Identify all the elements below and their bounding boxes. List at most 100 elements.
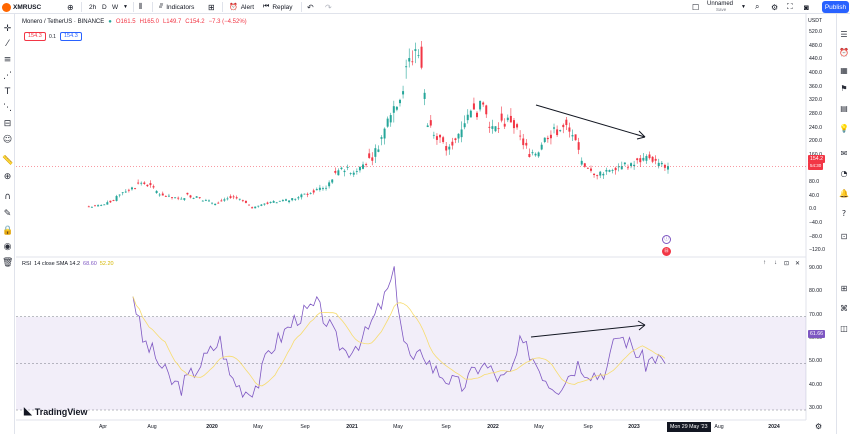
data-window-icon[interactable]: ▦	[840, 66, 848, 75]
candle-body	[248, 204, 251, 206]
layout-checkbox-icon[interactable]: ☐	[692, 2, 700, 12]
event-marker-icon[interactable]: ⓘ	[662, 235, 671, 244]
alerts-icon[interactable]: ⏰	[839, 48, 849, 57]
chat-icon[interactable]: ✉	[840, 149, 848, 158]
visibility-icon[interactable]: ◉	[3, 242, 12, 252]
candle-body	[460, 129, 463, 138]
spread-value: 0.1	[49, 34, 56, 40]
screener-icon[interactable]: ⌘	[840, 304, 848, 313]
measure-range-icon[interactable]: ⊟	[3, 119, 12, 129]
price-tick: 80.0	[809, 179, 820, 186]
candle-body	[288, 200, 291, 203]
tradingview-logo[interactable]: ◣ TradingView	[24, 406, 88, 417]
help-icon[interactable]: ?	[841, 209, 847, 218]
time-tick: 2024	[768, 424, 780, 430]
text-tool-icon[interactable]: T	[4, 87, 11, 97]
ruler-icon[interactable]: 📏	[2, 156, 14, 166]
dom-icon[interactable]: ⊡	[840, 232, 848, 241]
replay-button[interactable]: ⏮ Replay	[263, 0, 293, 14]
candle-body	[534, 153, 537, 156]
candle-body	[278, 200, 281, 202]
time-tick: May	[253, 424, 263, 430]
prediction-icon[interactable]: ⋱	[3, 103, 12, 113]
alert-button[interactable]: ⏰ Alert	[229, 0, 254, 14]
candle-body	[654, 158, 657, 161]
fullscreen-icon[interactable]: ⛶	[787, 2, 793, 11]
rsi-band	[16, 316, 806, 410]
add-symbol-icon[interactable]: ⊕	[67, 2, 74, 12]
candle-body	[556, 129, 559, 136]
candle-style-icon[interactable]: ⫴	[139, 2, 143, 11]
candle-body	[633, 164, 636, 167]
pane-maximize-icon[interactable]: ⊡	[784, 261, 790, 267]
calendar-icon[interactable]: ▤	[840, 104, 848, 113]
indicators-button[interactable]: ⫻ Indicators	[159, 0, 194, 14]
zoom-in-icon[interactable]: ⊕	[3, 172, 12, 182]
ideas-icon[interactable]: 💡	[839, 124, 849, 133]
trash-icon[interactable]: 🗑	[2, 258, 14, 268]
candle-body	[568, 127, 571, 132]
indicators-label: Indicators	[166, 3, 195, 11]
candle-body	[171, 197, 174, 199]
candle-body	[161, 193, 164, 196]
fib-retracement-icon[interactable]: ≡	[3, 55, 12, 65]
templates-icon[interactable]: ⊞	[208, 2, 215, 12]
pattern-icon[interactable]: ⋰	[3, 71, 12, 81]
crosshair-icon[interactable]: ✛	[3, 24, 12, 34]
settings-icon[interactable]: ⚙	[771, 2, 779, 12]
stay-drawing-icon[interactable]: ✎	[3, 209, 12, 219]
price-tick: −120.0	[809, 247, 826, 254]
candle-body	[605, 169, 608, 172]
streams-icon[interactable]: ◔	[840, 169, 848, 178]
dividend-marker-icon[interactable]: ⊟	[662, 247, 671, 256]
pane-move-up-icon[interactable]: ↑	[763, 260, 766, 266]
trend-line-icon[interactable]: ⁄	[6, 39, 9, 49]
candle-body	[334, 170, 337, 173]
symbol-search[interactable]: XMRUSC	[2, 0, 41, 14]
notifications-icon[interactable]: 🔔	[839, 189, 849, 198]
pane-move-down-icon[interactable]: ↓	[774, 260, 777, 266]
buy-price-box[interactable]: 154.3	[60, 32, 82, 41]
hotlists-icon[interactable]: ⚑	[840, 84, 848, 93]
interval-w[interactable]: W	[112, 3, 119, 11]
object-tree-icon[interactable]: ⊞	[840, 284, 848, 293]
layout-name[interactable]: Unnamed Save	[707, 0, 733, 14]
candle-body	[223, 199, 226, 201]
axis-settings-icon[interactable]: ⚙	[815, 422, 823, 431]
candle-body	[257, 205, 260, 207]
publish-button[interactable]: Publish	[822, 1, 849, 13]
pane-close-icon[interactable]: ✕	[795, 261, 801, 267]
interval-dropdown-icon[interactable]: ▼	[123, 4, 128, 10]
lock-icon[interactable]: 🔒	[2, 226, 14, 236]
candle-body	[112, 200, 115, 202]
camera-icon[interactable]: ◙	[804, 2, 809, 12]
price-tick: 480.0	[809, 42, 822, 49]
candle-body	[87, 206, 90, 208]
candle-body	[623, 162, 626, 165]
symbol-label: XMRUSC	[13, 3, 42, 11]
candle-body	[429, 120, 432, 126]
candle-body	[328, 182, 331, 187]
sell-price-box[interactable]: 154.3	[24, 32, 46, 41]
candle-body	[164, 196, 167, 197]
price-tick: 0.0	[809, 206, 817, 213]
candle-body	[325, 187, 328, 189]
layout-save-label: Save	[716, 7, 727, 12]
candle-body	[479, 100, 482, 110]
emoji-icon[interactable]: ☺	[2, 135, 13, 145]
undo-icon[interactable]: ↶	[307, 2, 314, 12]
magnet-icon[interactable]: ∩	[4, 192, 11, 202]
interval-2h[interactable]: 2h	[89, 3, 97, 11]
candle-body	[525, 142, 528, 146]
layout-dropdown-icon[interactable]: ▼	[741, 4, 746, 10]
redo-icon[interactable]: ↷	[325, 2, 332, 12]
watchlist-icon[interactable]: ☰	[840, 30, 848, 39]
currency-label[interactable]: USDT	[808, 18, 823, 24]
candle-body	[476, 112, 478, 118]
divider	[152, 2, 153, 12]
price-tick: −40.0	[809, 220, 823, 227]
pine-editor-icon[interactable]: ◫	[840, 324, 848, 333]
interval-d[interactable]: D	[102, 3, 107, 11]
search-icon[interactable]: ⌕	[755, 2, 760, 11]
